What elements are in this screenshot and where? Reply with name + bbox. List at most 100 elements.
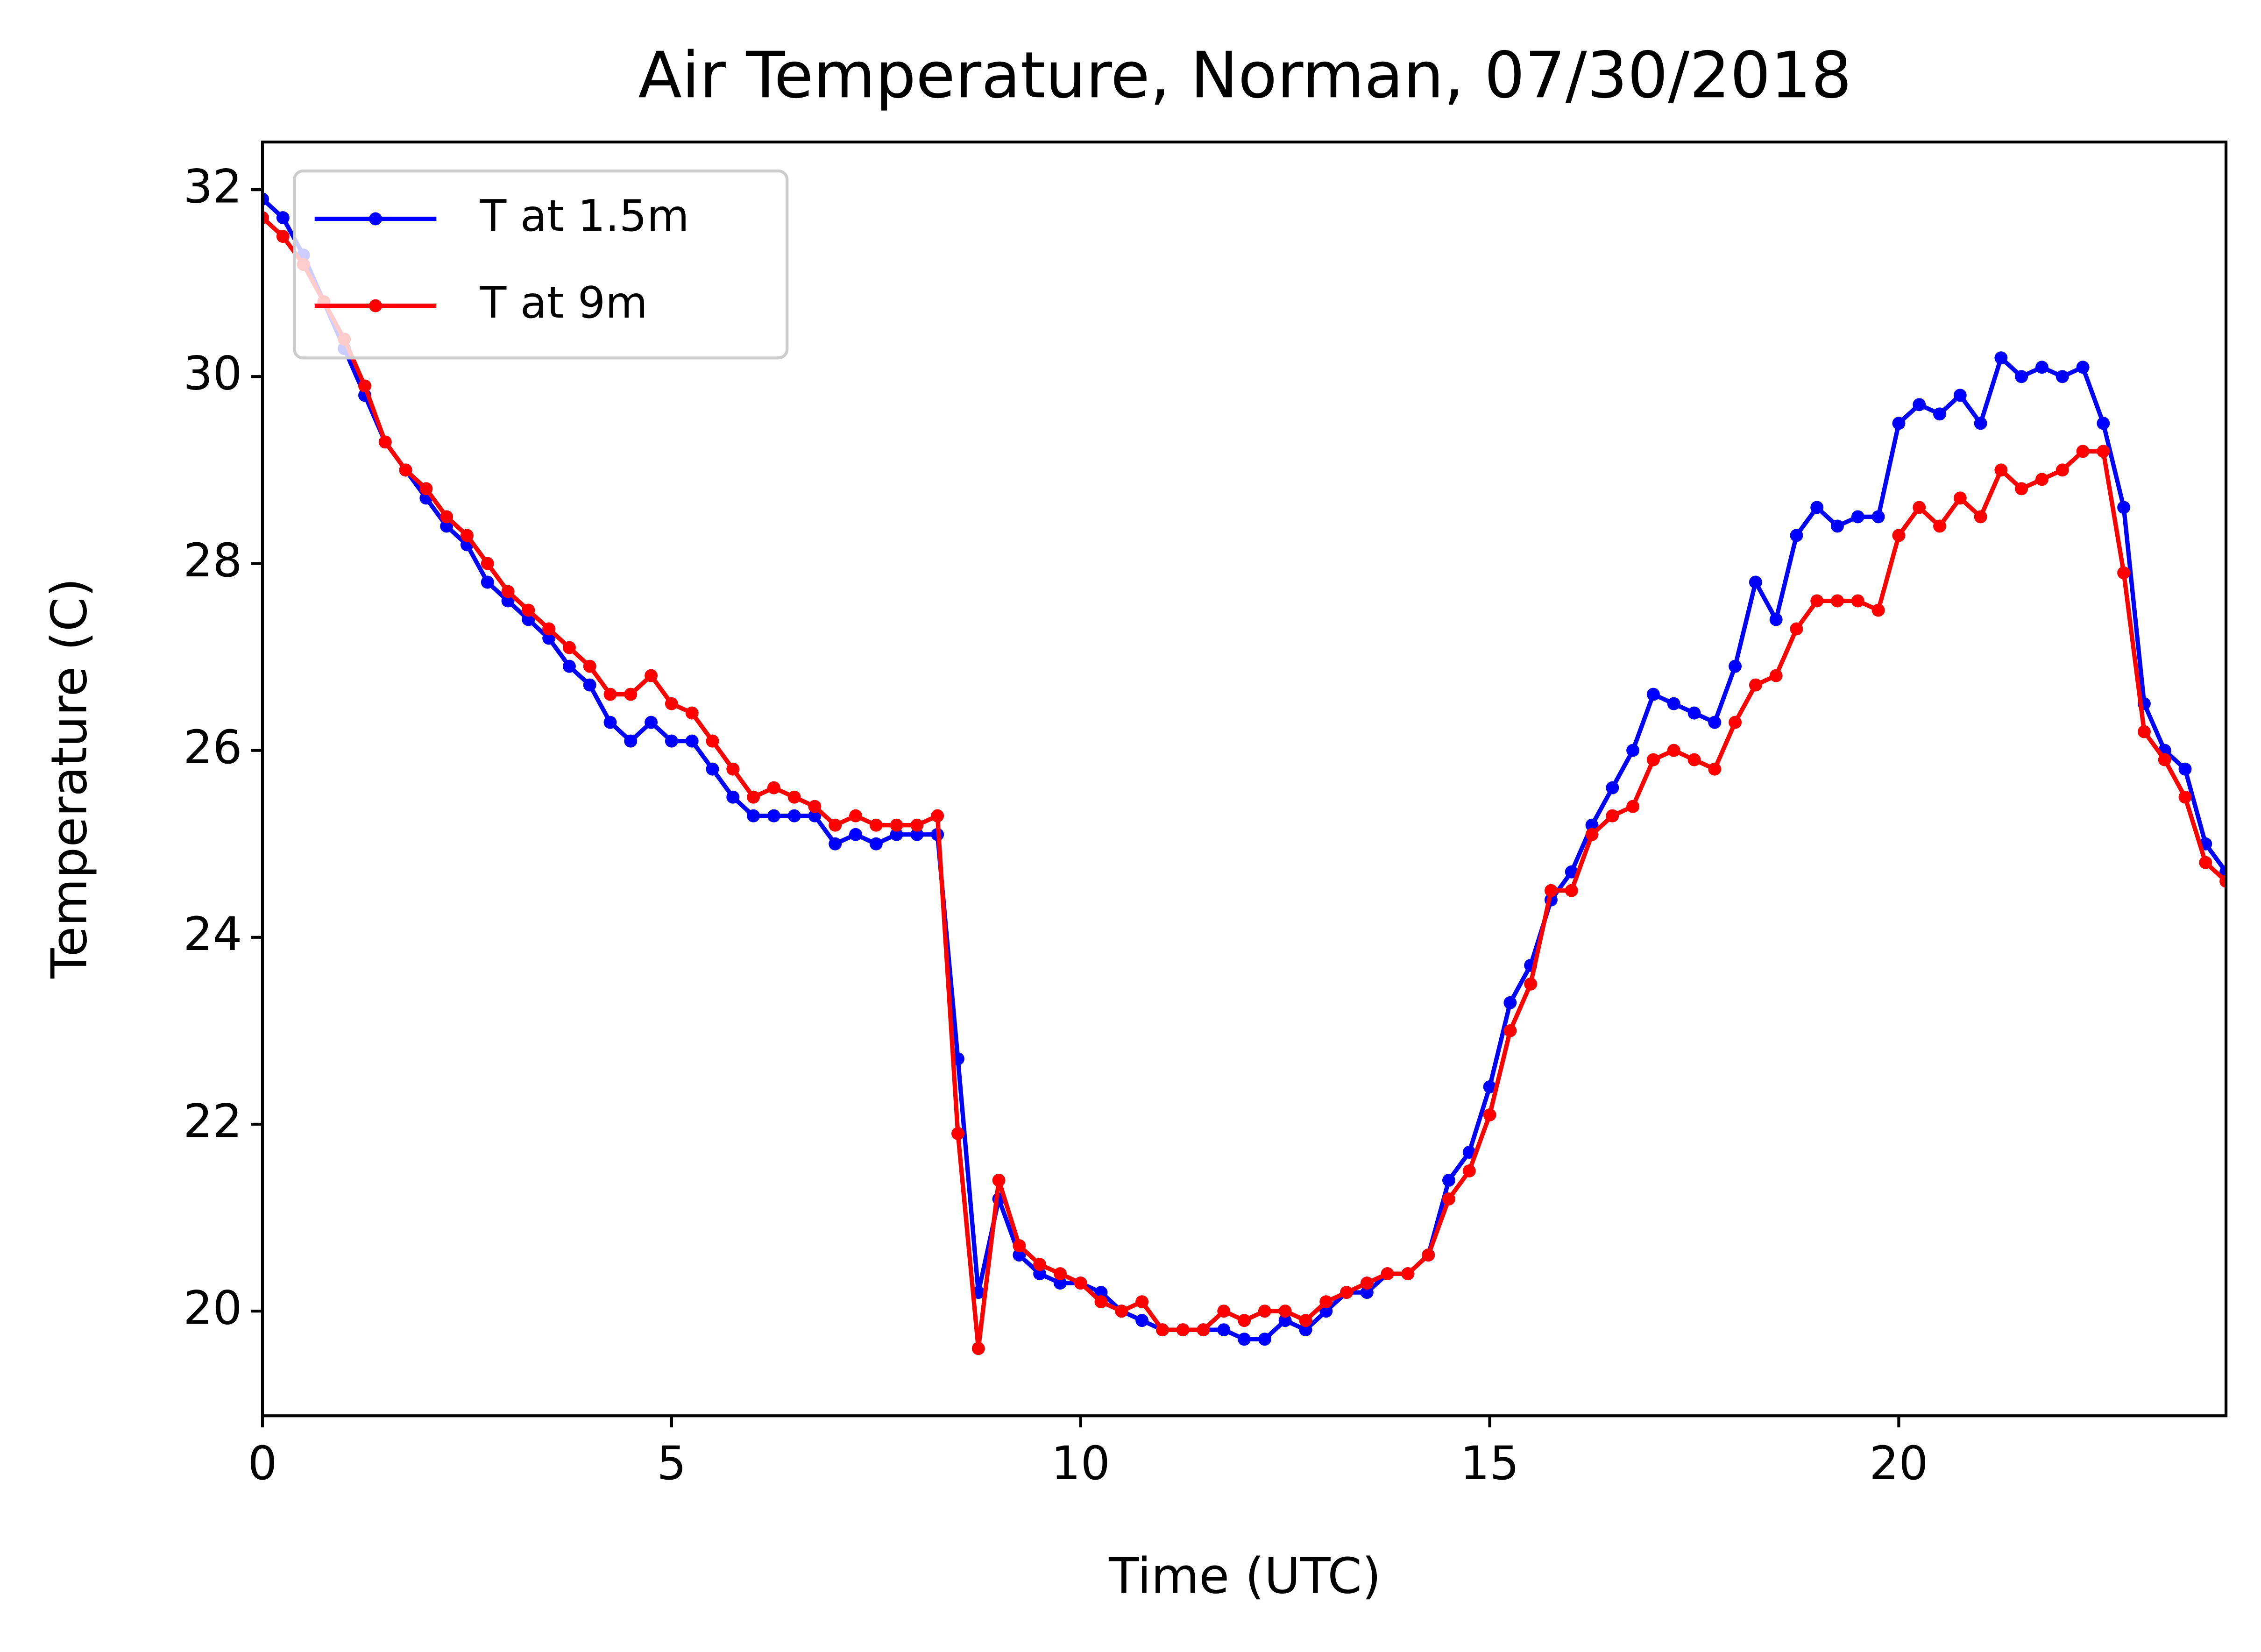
- point: [1278, 1314, 1292, 1327]
- point: [1606, 781, 1619, 794]
- point: [1360, 1286, 1374, 1299]
- point: [583, 678, 596, 692]
- point: [869, 837, 883, 851]
- y-tick-label: 24: [183, 908, 242, 961]
- point: [262, 192, 269, 206]
- point: [1769, 613, 1783, 626]
- point: [2097, 417, 2110, 430]
- point: [1933, 519, 1946, 533]
- point: [1953, 389, 1967, 402]
- point: [1565, 884, 1578, 897]
- point: [1913, 501, 1926, 514]
- point: [440, 510, 454, 524]
- point: [1708, 762, 1722, 776]
- point: [1565, 865, 1578, 879]
- point: [1953, 491, 1967, 505]
- point: [440, 519, 454, 533]
- point: [685, 706, 699, 720]
- point: [522, 613, 535, 626]
- legend-marker: [369, 212, 382, 226]
- point: [1258, 1333, 1271, 1346]
- point: [1135, 1295, 1149, 1309]
- point: [1851, 510, 1864, 524]
- point: [1933, 407, 1946, 421]
- point: [1483, 1080, 1496, 1093]
- x-tick-label: 0: [248, 1437, 277, 1490]
- point: [1033, 1267, 1047, 1281]
- point: [1238, 1314, 1251, 1327]
- point: [1094, 1295, 1108, 1309]
- point: [501, 594, 515, 608]
- point: [1176, 1323, 1190, 1337]
- point: [624, 734, 638, 748]
- point: [1831, 594, 1844, 608]
- y-tick-label: 20: [183, 1282, 242, 1335]
- point: [931, 809, 944, 822]
- point: [890, 818, 903, 832]
- point: [542, 631, 556, 645]
- point: [276, 230, 290, 243]
- point: [1626, 744, 1640, 757]
- point: [2158, 753, 2171, 766]
- point: [624, 688, 638, 701]
- point: [665, 734, 678, 748]
- legend-label: T at 1.5m: [479, 191, 689, 241]
- point: [1197, 1323, 1210, 1337]
- point: [1708, 716, 1722, 729]
- point: [501, 585, 515, 598]
- point: [1053, 1276, 1067, 1290]
- point: [1401, 1267, 1415, 1281]
- x-tick-label: 5: [657, 1437, 686, 1490]
- point: [1974, 510, 1987, 524]
- y-axis-label: Temperature (C): [40, 578, 98, 979]
- point: [1974, 417, 1987, 430]
- x-axis-label: Time (UTC): [1108, 1547, 1381, 1605]
- point: [1258, 1305, 1271, 1318]
- point: [1729, 716, 1742, 729]
- point: [706, 762, 719, 776]
- point: [787, 790, 801, 804]
- point: [706, 734, 719, 748]
- point: [1729, 659, 1742, 673]
- point: [2055, 370, 2069, 383]
- point: [1462, 1146, 1476, 1159]
- point: [1585, 818, 1599, 832]
- point: [1810, 501, 1824, 514]
- point: [1892, 529, 1906, 542]
- point: [2097, 445, 2110, 458]
- point: [603, 716, 617, 729]
- point: [1155, 1323, 1169, 1337]
- point: [1503, 996, 1517, 1009]
- point: [1033, 1258, 1047, 1271]
- point: [2199, 856, 2212, 869]
- point: [1462, 1164, 1476, 1177]
- point: [1483, 1108, 1496, 1121]
- point: [1646, 688, 1660, 701]
- point: [378, 435, 392, 449]
- y-tick-label: 30: [183, 347, 242, 401]
- point: [542, 622, 556, 636]
- point: [1769, 669, 1783, 682]
- axes-frame: [261, 140, 2228, 1418]
- point: [1442, 1174, 1455, 1187]
- point: [522, 603, 535, 617]
- point: [1871, 603, 1885, 617]
- point: [645, 669, 658, 682]
- point: [685, 734, 699, 748]
- point: [1094, 1286, 1108, 1299]
- point: [481, 557, 494, 570]
- point: [1278, 1305, 1292, 1318]
- point: [1299, 1323, 1312, 1337]
- point: [910, 828, 924, 841]
- point: [1749, 575, 1762, 589]
- point: [276, 211, 290, 225]
- point: [808, 800, 822, 813]
- y-tick-label: 28: [183, 534, 242, 588]
- point: [481, 575, 494, 589]
- point: [767, 809, 780, 822]
- point: [460, 529, 474, 542]
- x-tick-label: 20: [1869, 1437, 1928, 1490]
- point: [1831, 519, 1844, 533]
